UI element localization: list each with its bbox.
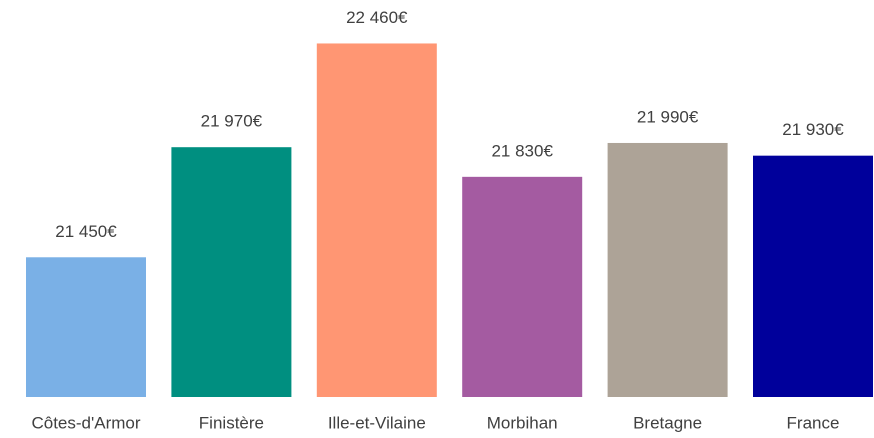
x-tick-label: France: [787, 413, 840, 432]
value-label: 22 460€: [346, 8, 408, 27]
bar: [607, 142, 728, 397]
x-tick-label: Côtes-d'Armor: [31, 413, 140, 432]
bar: [462, 176, 583, 397]
value-label: 21 970€: [201, 112, 263, 131]
value-label: 21 830€: [491, 141, 553, 160]
value-label: 21 930€: [782, 120, 844, 139]
x-tick-label: Ille-et-Vilaine: [328, 413, 426, 432]
x-tick-label: Finistère: [199, 413, 264, 432]
value-label: 21 990€: [637, 107, 699, 126]
bar: [171, 147, 292, 397]
x-tick-label: Morbihan: [487, 413, 558, 432]
x-tick-label: Bretagne: [633, 413, 702, 432]
value-label: 21 450€: [55, 222, 117, 241]
bar: [316, 43, 437, 397]
bar: [753, 155, 873, 397]
bar: [26, 257, 146, 397]
